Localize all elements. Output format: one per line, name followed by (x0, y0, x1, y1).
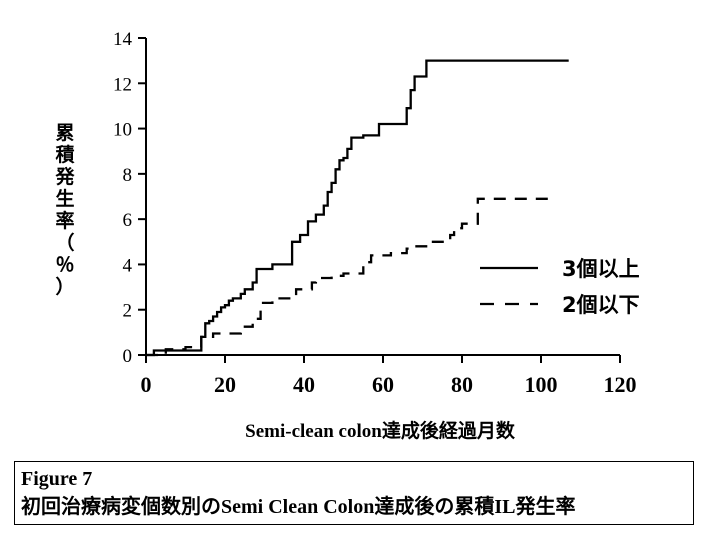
chart-legend: 3個以上 2個以下 (480, 257, 640, 317)
x-axis-title: Semi-clean colon達成後経過月数 (245, 421, 515, 442)
y-tick-label: 10 (113, 120, 132, 141)
y-tick-label: 14 (113, 29, 133, 50)
legend-label-2: 2個以下 (562, 293, 640, 317)
y-tick-label: 0 (123, 346, 133, 367)
y-axis-title-text: 累積発生率（％） (55, 122, 75, 298)
y-tick-label: 12 (113, 74, 132, 95)
y-tick-label: 4 (123, 255, 133, 276)
x-tick-label: 60 (372, 372, 394, 397)
chart-canvas: 0 2 4 6 8 10 12 14 0 20 40 60 80 100 120 3個以上 2個以下 (113, 29, 640, 397)
y-tick-label: 2 (123, 301, 133, 322)
y-tick-label: 8 (123, 165, 133, 186)
chart-axes: 0 2 4 6 8 10 12 14 0 20 40 60 80 100 120 (113, 29, 637, 397)
x-tick-label: 0 (141, 372, 152, 397)
y-tick-label: 6 (123, 210, 133, 231)
x-tick-label: 80 (451, 372, 473, 397)
x-tick-label: 20 (214, 372, 236, 397)
figure-caption-number: Figure 7 (21, 468, 93, 490)
x-tick-label: 40 (293, 372, 315, 397)
x-tick-label: 120 (604, 372, 637, 397)
figure-caption-box: Figure 7 初回治療病変個数別のSemi Clean Colon達成後の累… (14, 461, 694, 525)
series-line-1 (146, 59, 569, 357)
x-tick-label: 100 (525, 372, 558, 397)
legend-label-1: 3個以上 (562, 257, 640, 281)
y-axis-title: 累積発生率（％） (50, 122, 80, 298)
figure-caption-text: 初回治療病変個数別のSemi Clean Colon達成後の累積IL発生率 (21, 496, 576, 518)
series-line-2 (146, 197, 557, 357)
chart-series (146, 59, 569, 357)
